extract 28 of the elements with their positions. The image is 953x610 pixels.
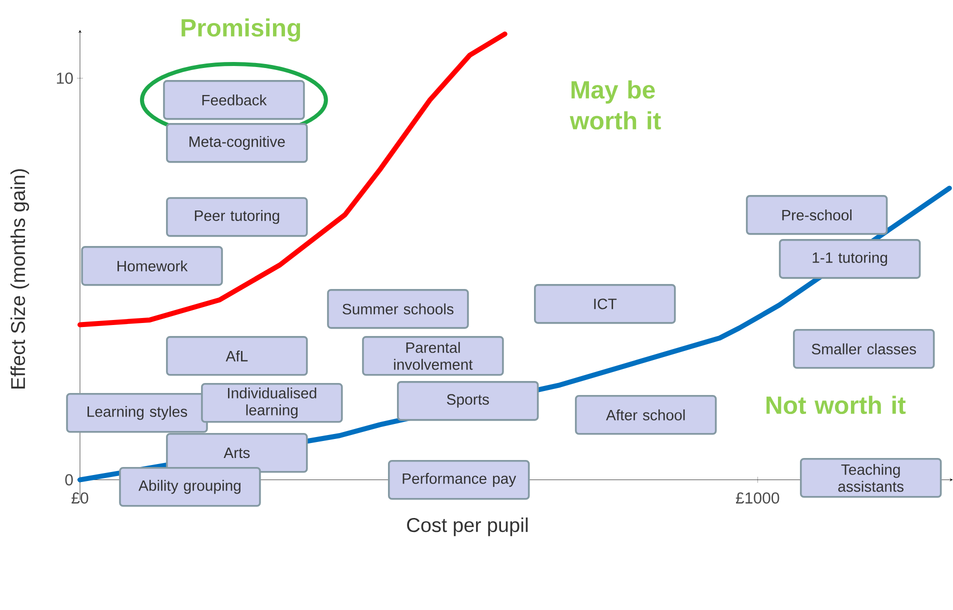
annotation: After school <box>606 409 685 420</box>
annotation: Not worth it <box>766 396 906 414</box>
annotation: Sports <box>446 394 489 408</box>
annotation: Arts <box>224 448 250 458</box>
annotation: Ability grouping <box>138 480 240 494</box>
annotation: Pre-school <box>782 210 852 220</box>
annotation: Meta-cognitive <box>190 136 285 150</box>
annotation: ICT <box>594 298 617 310</box>
annotation: Summer schools <box>342 303 454 314</box>
annotation: Parental involvement <box>394 342 473 370</box>
x-tick-label: £0 <box>72 492 88 504</box>
annotation: May be worth it <box>570 80 661 130</box>
annotation: Promising <box>182 18 300 42</box>
x-axis-title: Cost per pupil <box>407 518 528 536</box>
y-tick-label: 0 <box>65 474 73 486</box>
annotation: Homework <box>118 260 188 272</box>
annotation: Teaching assistants <box>838 464 904 492</box>
y-tick-label: 10 <box>56 72 73 84</box>
x-tick-label: £1000 <box>736 492 780 504</box>
annotation: AfL <box>226 350 248 362</box>
annotation: Individualised learning <box>228 388 316 418</box>
annotation: Performance pay <box>402 472 516 487</box>
annotation: Feedback <box>202 94 267 106</box>
y-axis-title: Effect Size (months gain) <box>10 169 30 389</box>
annotation: Peer tutoring <box>194 210 280 224</box>
annotation: Smaller classes <box>812 343 916 354</box>
annotation: 1-1 tutoring <box>812 252 888 266</box>
annotation: Learning styles <box>88 406 188 420</box>
